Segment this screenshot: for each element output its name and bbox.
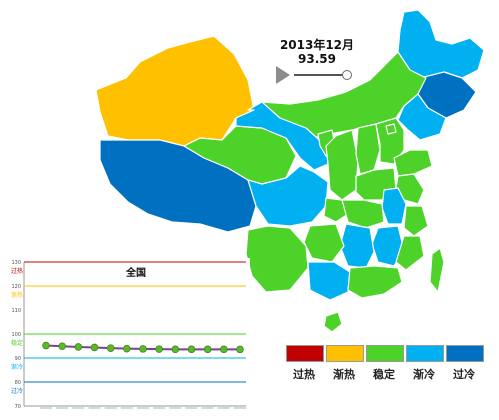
chart-point xyxy=(74,343,83,351)
chart-y-tick-label: 80 xyxy=(15,380,21,386)
region-hubei[interactable] xyxy=(341,199,385,229)
chart-title: 全国 xyxy=(125,266,146,279)
chart-y-tick-label: 90 xyxy=(15,356,21,362)
region-hainan[interactable] xyxy=(323,311,343,333)
legend-label-cooling: 渐冷 xyxy=(413,368,435,381)
chart-point xyxy=(171,345,180,354)
timeline-slider[interactable] xyxy=(294,74,346,76)
region-hunan[interactable] xyxy=(339,223,375,269)
legend-item-stable: 稳定 xyxy=(366,345,404,382)
region-chongqing[interactable] xyxy=(323,197,349,223)
chart-point xyxy=(106,344,115,352)
chart-point xyxy=(42,341,50,350)
legend-label-overheat: 过热 xyxy=(293,368,315,381)
chart-point xyxy=(220,345,228,354)
chart-point xyxy=(90,343,99,352)
chart-y-tick-label: 120 xyxy=(11,284,21,290)
play-button[interactable] xyxy=(276,66,290,84)
region-xinjiang[interactable] xyxy=(95,35,255,147)
timeline-date: 2013年12月 xyxy=(279,38,355,52)
legend-swatch-warming xyxy=(326,345,364,362)
legend-swatch-overcool xyxy=(446,345,484,362)
chart-point xyxy=(203,345,212,354)
legend-swatch-cooling xyxy=(406,345,444,362)
chart-point xyxy=(123,344,131,353)
chart-point xyxy=(58,342,66,351)
region-heilongjiang[interactable] xyxy=(397,9,485,79)
region-beijing[interactable] xyxy=(385,123,397,135)
chart-y-tick-label: 130 xyxy=(11,260,21,266)
region-sichuan[interactable] xyxy=(247,165,329,227)
chart-y-tick-label: 110 xyxy=(11,308,21,314)
region-qinghai[interactable] xyxy=(183,125,297,185)
legend-label-overcool: 过冷 xyxy=(453,368,475,381)
national-chart: 70 80 90 100 110 120 130 过热渐热稳定渐冷过冷 全国 xyxy=(0,258,250,416)
chart-band-label: 稳定 xyxy=(11,339,23,347)
region-fujian[interactable] xyxy=(395,235,425,271)
legend-item-cooling: 渐冷 xyxy=(406,345,444,382)
legend-label-stable: 稳定 xyxy=(373,368,395,381)
chart-point xyxy=(236,345,244,354)
chart-band-label: 过热 xyxy=(11,267,23,275)
chart-point xyxy=(187,345,196,354)
timeline-slider-handle[interactable] xyxy=(342,70,352,80)
chart-point xyxy=(139,345,147,353)
region-guangxi[interactable] xyxy=(307,261,351,301)
chart-band-label: 渐冷 xyxy=(11,363,23,371)
region-guizhou[interactable] xyxy=(303,223,345,263)
region-taiwan[interactable] xyxy=(429,247,445,293)
legend-item-overcool: 过冷 xyxy=(446,345,484,382)
region-yunnan[interactable] xyxy=(245,225,309,293)
legend-item-overheat: 过热 xyxy=(286,345,324,382)
timeline-value: 93.59 xyxy=(298,52,336,66)
region-liaoning[interactable] xyxy=(397,93,447,141)
region-guangdong[interactable] xyxy=(347,265,403,299)
region-shaanxi[interactable] xyxy=(325,129,359,201)
region-tibet[interactable] xyxy=(99,139,257,233)
region-shanxi[interactable] xyxy=(355,123,381,175)
legend-swatch-overheat xyxy=(286,345,324,362)
legend-label-warming: 渐热 xyxy=(333,368,355,381)
chart-y-tick-label: 70 xyxy=(15,404,21,410)
chart-band-label: 渐热 xyxy=(11,291,23,299)
legend-swatch-stable xyxy=(366,345,404,362)
chart-point xyxy=(155,345,163,353)
chart-y-tick-label: 100 xyxy=(11,332,21,338)
region-zhejiang[interactable] xyxy=(403,205,429,237)
legend-item-warming: 渐热 xyxy=(326,345,364,382)
chart-band-label: 过冷 xyxy=(11,387,23,395)
